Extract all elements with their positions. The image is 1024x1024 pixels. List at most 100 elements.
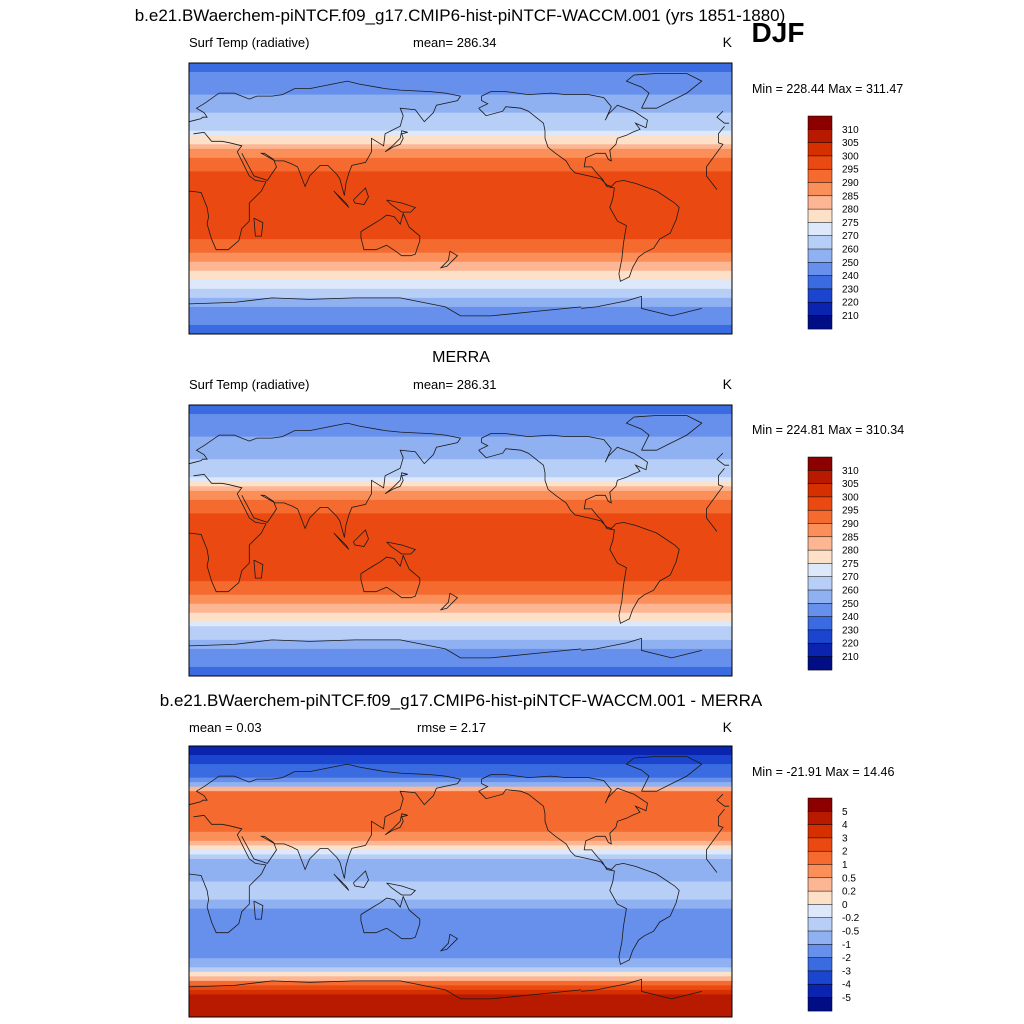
panel-diff-colorbar-box	[807, 837, 833, 852]
panel-model-band	[189, 117, 732, 123]
panel-model-colorbar-label: 280	[842, 205, 859, 216]
panel-diff-coastline	[625, 756, 703, 792]
panel-diff-band	[189, 863, 732, 869]
panel-diff-coastline	[384, 813, 408, 836]
panel-model-colorbar-label: 220	[842, 298, 859, 309]
panel-diff-band	[189, 944, 732, 950]
panel-model-colorbar-label: 295	[842, 165, 859, 176]
panel-obs-band	[189, 666, 732, 673]
panel-obs-band	[189, 472, 732, 478]
panel-obs-colorbar-box	[807, 642, 833, 658]
panel-model-colorbar-box	[807, 195, 833, 210]
panel-diff-left-label: mean = 0.03	[189, 720, 262, 735]
panel-diff-colorbar-label: 0.2	[842, 887, 856, 898]
panel-model-colorbar-box	[807, 262, 833, 277]
panel-model-band	[189, 108, 732, 114]
panel-obs-band	[189, 427, 732, 433]
panel-obs-band	[189, 563, 732, 569]
panel-obs-band	[189, 499, 732, 505]
panel-model-band	[189, 279, 732, 285]
panel-diff-colorbar-label: -5	[842, 993, 851, 1004]
panel-diff-colorbar-label: 1	[842, 860, 848, 871]
panel-model-band	[189, 72, 732, 78]
panel-obs-left-label: Surf Temp (radiative)	[189, 377, 309, 392]
panel-diff-colorbar-label: -2	[842, 953, 851, 964]
panel-model-band	[189, 67, 732, 73]
panel-diff-coastline	[353, 870, 369, 888]
panel-model-colorbar-box	[807, 248, 833, 263]
panel-obs-band	[189, 445, 732, 451]
panel-diff-coastline	[253, 900, 264, 920]
panel-obs-band	[189, 599, 732, 605]
panel-obs-colorbar-box	[807, 456, 833, 471]
panel-diff-band	[189, 890, 732, 896]
panel-diff-band	[189, 962, 732, 968]
panel-diff-band	[189, 931, 732, 937]
panel-diff-colorbar-box	[807, 930, 833, 945]
panel-diff-band	[189, 786, 732, 792]
panel-obs-band	[189, 662, 732, 668]
panel-model-coastline	[189, 80, 462, 196]
main-title: b.e21.BWaerchem-piNTCF.f09_g17.CMIP6-his…	[135, 6, 786, 25]
panel-diff-colorbar-label: -3	[842, 966, 851, 977]
panel-diff-band	[189, 867, 732, 874]
panel-model-band	[189, 157, 732, 163]
panel-model-colorbar-box	[807, 288, 833, 303]
panel-diff-coastline	[439, 933, 459, 952]
panel-model-band	[189, 180, 732, 186]
panel-obs-colorbar-label: 310	[842, 466, 859, 477]
panel-model-coastline	[360, 212, 421, 257]
panel-diff-colorbar-box	[807, 824, 833, 839]
panel-model-colorbar-label: 210	[842, 311, 859, 322]
panel-model-band	[189, 130, 732, 136]
panel-diff-band	[189, 886, 732, 892]
panel-model-coastline	[353, 187, 369, 205]
panel-diff-band	[189, 980, 732, 986]
panel-obs-band	[189, 567, 732, 573]
panel-model-colorbar-label: 285	[842, 191, 859, 202]
panel-model-band	[189, 221, 732, 227]
panel-model-band	[189, 189, 732, 195]
panel-model-coastline	[386, 199, 417, 213]
panel-obs-band	[189, 549, 732, 555]
panel-model-band	[189, 293, 732, 299]
panel-obs-band	[189, 436, 732, 442]
panel-diff-band	[189, 940, 732, 946]
panel-obs-band	[189, 477, 732, 483]
panel-obs-band	[189, 517, 732, 524]
panel-obs-band	[189, 531, 732, 537]
panel-model-coastline	[716, 110, 729, 124]
panel-obs-band	[189, 526, 732, 533]
panel-obs-band	[189, 545, 732, 551]
panel-model-field	[189, 63, 732, 334]
panel-obs-colorbar-label: 250	[842, 599, 859, 610]
panel-model-band	[189, 306, 732, 313]
panel-model-band	[189, 329, 732, 334]
panel-obs-colorbar-label: 270	[842, 572, 859, 583]
panel-obs-band	[189, 463, 732, 469]
panel-model-center-label: mean= 286.34	[413, 35, 496, 50]
panel-diff-coastline	[189, 763, 462, 879]
panel-obs-band	[189, 581, 732, 587]
panel-diff-band	[189, 804, 732, 810]
panel-diff-colorbar-box	[807, 877, 833, 892]
panel-model-colorbar-box	[807, 275, 833, 290]
panel-diff-colorbar-label: -1	[842, 940, 851, 951]
panel-diff-band	[189, 818, 732, 824]
panel-obs-band	[189, 626, 732, 632]
panel-model-coastline	[625, 73, 703, 109]
panel-obs-band	[189, 572, 732, 578]
panel-obs-colorbar-label: 220	[842, 639, 859, 650]
panel-diff-band	[189, 971, 732, 977]
panel-diff-band	[189, 840, 732, 846]
panel-obs-colorbar-label: 285	[842, 532, 859, 543]
panel-diff-band	[189, 849, 732, 855]
panel-model-band	[189, 203, 732, 209]
panel-model-band	[189, 243, 732, 249]
panel-obs-colorbar-box	[807, 616, 833, 631]
panel-obs-band	[189, 603, 732, 609]
panel-diff-band	[189, 768, 732, 774]
panel-obs-colorbar-label: 275	[842, 559, 859, 570]
panel-diff-band	[189, 872, 732, 878]
panel-diff-colorbar-label: 4	[842, 820, 848, 831]
